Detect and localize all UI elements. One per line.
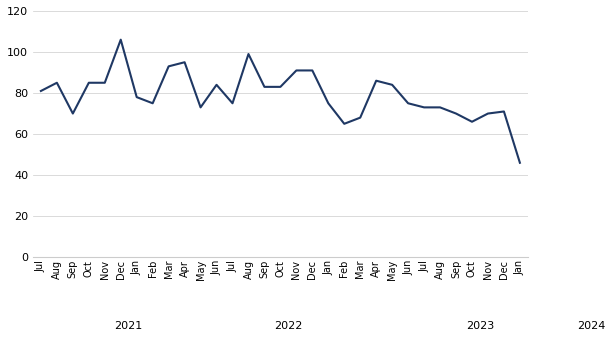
Text: 2022: 2022 [274,321,303,331]
Text: 2024: 2024 [578,321,606,331]
Text: 2021: 2021 [115,321,143,331]
Text: 2023: 2023 [466,321,494,331]
